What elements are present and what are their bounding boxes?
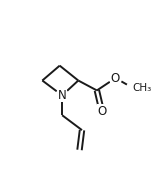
Text: O: O <box>111 72 120 84</box>
Text: CH₃: CH₃ <box>133 83 152 93</box>
Text: N: N <box>58 89 67 102</box>
Text: O: O <box>97 105 106 118</box>
